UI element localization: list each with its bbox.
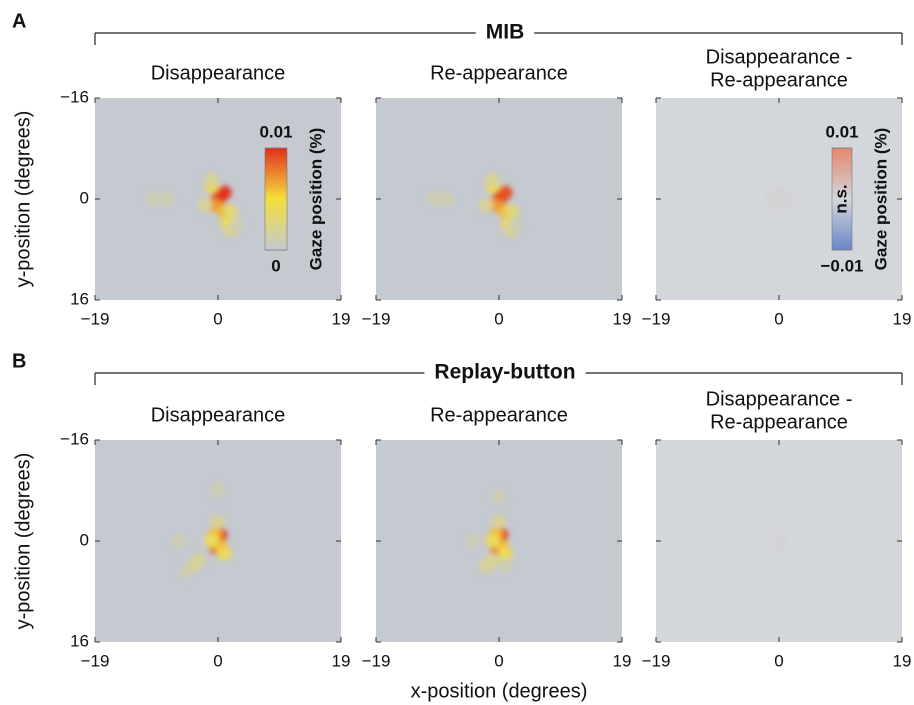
x-tick-label: −19 [81, 309, 110, 328]
x-axis-label: x-position (degrees) [411, 680, 588, 702]
colorbar-annotation: n.s. [831, 184, 850, 213]
panel-title: Re-appearance [710, 411, 848, 433]
heatmap-cell [498, 559, 513, 574]
heatmap-cell [178, 565, 193, 580]
x-tick-label: 0 [774, 651, 783, 670]
x-tick-label: 0 [494, 651, 503, 670]
y-tick-label: −16 [60, 87, 89, 106]
heatmap-cell [146, 192, 161, 206]
panel-title: Disappearance [151, 62, 286, 84]
heatmap-cell [478, 198, 494, 213]
group-title: MIB [486, 21, 525, 44]
x-tick-label: 0 [213, 309, 222, 328]
y-tick-label: 0 [80, 530, 89, 549]
y-axis-label: y-position (degrees) [12, 111, 34, 288]
heatmap-cell [159, 192, 174, 206]
colorbar-label: Gaze position (%) [306, 128, 325, 271]
heatmap-cell [427, 192, 442, 206]
panel-title: Re-appearance [430, 404, 568, 426]
heatmap-cells [765, 185, 793, 213]
panel-title: Disappearance - [706, 46, 853, 68]
heatmap-panel [95, 440, 341, 642]
heatmap-cell [775, 540, 790, 555]
panel-label: B [12, 350, 26, 372]
heatmap-panel [95, 98, 341, 300]
panel-label: A [12, 10, 26, 32]
y-tick-label: 16 [70, 289, 89, 308]
y-tick-label: 16 [70, 631, 89, 650]
x-tick-label: 0 [213, 651, 222, 670]
heatmap-cell [485, 534, 500, 548]
colorbar-tick-label: 0.01 [259, 122, 292, 141]
heatmap-cell [210, 515, 226, 530]
y-tick-label: −16 [60, 429, 89, 448]
heatmap-cell [498, 185, 513, 200]
heatmap-cell [768, 527, 783, 542]
heatmap-cell [230, 217, 245, 232]
x-tick-label: 19 [893, 309, 912, 328]
heatmap-cell [440, 192, 455, 206]
heatmap-cell [172, 534, 187, 548]
heatmap-cell [465, 534, 481, 548]
heatmap-cell [491, 489, 507, 504]
heatmap-cell [210, 483, 226, 498]
colorbar [264, 147, 288, 251]
x-tick-label: −19 [642, 309, 671, 328]
y-axis-label: y-position (degrees) [12, 453, 34, 630]
x-tick-label: 0 [494, 309, 503, 328]
colorbar-label: Gaze position (%) [871, 128, 890, 271]
colorbar-tick-label: 0.01 [825, 122, 858, 141]
heatmap-cell [485, 173, 500, 188]
heatmap-cell [491, 515, 507, 530]
bracket-gap [475, 20, 535, 44]
panel-title: Disappearance - [706, 388, 853, 410]
heatmap-cell [504, 204, 520, 219]
x-tick-label: 19 [613, 651, 632, 670]
heatmap-cells [427, 173, 523, 238]
heatmap-panel [376, 440, 622, 642]
panel-title: Disappearance [151, 404, 286, 426]
heatmap-cell [478, 559, 494, 574]
x-tick-label: 0 [774, 309, 783, 328]
x-tick-label: 19 [893, 651, 912, 670]
x-tick-label: 19 [332, 309, 351, 328]
heatmap-panel [376, 98, 622, 300]
heatmap-cell [197, 198, 213, 213]
heatmap-cell [217, 185, 232, 200]
x-tick-label: −19 [362, 309, 391, 328]
y-tick-label: 0 [80, 188, 89, 207]
heatmap-cells [146, 173, 245, 238]
x-tick-label: −19 [362, 651, 391, 670]
heatmap-cell [223, 204, 239, 219]
heatmap-panel [656, 98, 902, 300]
colorbar-tick-label: 0 [271, 256, 280, 275]
x-tick-label: 19 [332, 651, 351, 670]
heatmap-cell [204, 173, 219, 188]
x-tick-label: −19 [81, 651, 110, 670]
heatmap-cell [498, 546, 513, 561]
x-tick-label: −19 [642, 651, 671, 670]
panel-title: Re-appearance [710, 69, 848, 91]
colorbar-tick-label: −0.01 [820, 256, 863, 275]
heatmap-panel [656, 440, 902, 642]
x-tick-label: 19 [613, 309, 632, 328]
heatmap-cell [508, 217, 523, 232]
heatmap-cell [217, 546, 232, 561]
heatmap-cell [204, 534, 219, 548]
heatmap-cells [465, 489, 513, 574]
group-title: Replay-button [434, 361, 575, 384]
panel-title: Re-appearance [430, 62, 568, 84]
bracket-gap [424, 360, 586, 384]
heatmap-cells [768, 527, 790, 555]
heatmap-cell [768, 198, 783, 213]
heatmap-cells [172, 483, 232, 580]
